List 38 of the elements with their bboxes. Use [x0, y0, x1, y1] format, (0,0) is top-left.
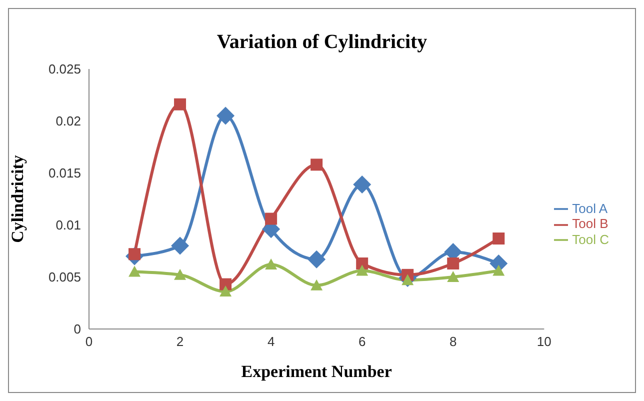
point [220, 286, 232, 297]
y-tick-label: 0.015 [48, 166, 81, 181]
point [353, 175, 372, 194]
x-tick-label: 10 [536, 334, 552, 350]
point [265, 212, 278, 225]
chart-title: Variation of Cylindricity [216, 30, 428, 55]
x-tick-label: 4 [267, 334, 275, 350]
point [220, 278, 232, 290]
y-tick-label: 0 [74, 322, 81, 337]
point [174, 268, 186, 280]
legend-label: Tool B [572, 216, 608, 232]
x-tick-label: 6 [358, 334, 366, 350]
x-tick-label: 0 [85, 334, 93, 350]
point [492, 232, 505, 245]
legend-label: Tool C [572, 232, 609, 247]
y-tick-label: 0.01 [56, 218, 81, 233]
x-tick-label: 8 [449, 334, 457, 350]
x-tick-label: 2 [176, 334, 184, 350]
point [310, 158, 323, 171]
point [492, 264, 505, 276]
point [174, 98, 186, 110]
point [171, 236, 190, 255]
point [447, 271, 460, 282]
y-tick-label: 0.02 [56, 114, 81, 129]
point [128, 266, 141, 277]
point [356, 264, 368, 276]
point [265, 258, 278, 270]
point [310, 279, 323, 290]
legend-label: Tool A [572, 200, 608, 216]
point [308, 250, 326, 268]
y-tick-label: 0.005 [48, 270, 81, 285]
y-axis-title: Cylindricity [8, 154, 28, 243]
point [216, 106, 235, 125]
point [356, 257, 368, 270]
point [447, 257, 460, 270]
y-tick-label: 0.025 [48, 62, 81, 77]
point [402, 274, 414, 286]
x-axis-title: Experiment Number [241, 362, 392, 381]
